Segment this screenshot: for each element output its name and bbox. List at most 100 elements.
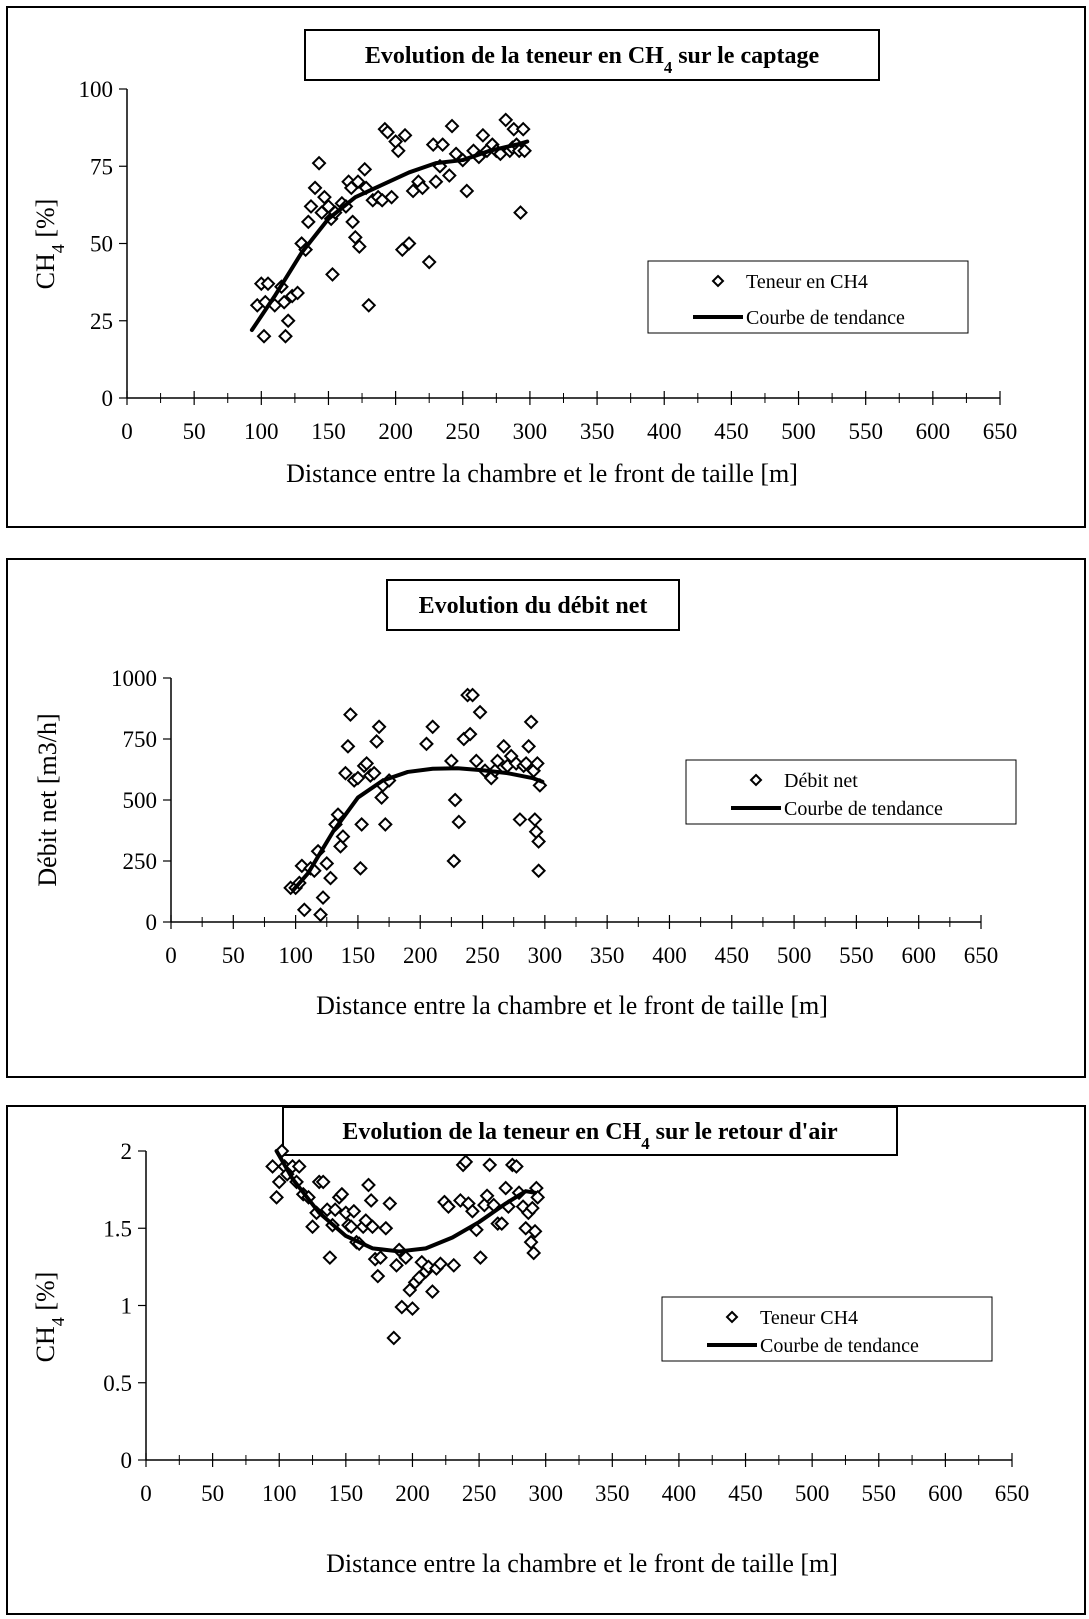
data-point [378,1220,394,1236]
chart-panel-ch4-captage: Evolution de la teneur en CH4 sur le cap… [6,6,1086,528]
data-point [327,1202,343,1218]
x-tick-label: 650 [983,419,1018,444]
data-point [359,755,375,771]
data-point [345,214,361,230]
x-tick-label: 0 [140,1481,152,1506]
chart-panel-debit-net: Evolution du débit net 0 50 100 150 200 250 300… [6,558,1086,1078]
data-point [398,1250,414,1266]
data-point [496,738,512,754]
data-point [335,829,351,845]
y-axis-title-subscript: 4 [48,1317,68,1326]
y-axis-title-main: CH [31,1326,60,1362]
legend-label: Courbe de tendance [784,798,943,820]
y-tick-label: 500 [123,788,158,813]
data-point [305,1219,320,1235]
data-point [526,1245,542,1261]
y-tick-label: 50 [90,232,113,257]
data-point [382,1196,398,1211]
series-points [249,112,532,344]
data-point [280,313,296,329]
chart-title-main: Evolution de la teneur en CH [342,1119,641,1145]
data-point [373,1250,388,1266]
data-point [512,812,528,827]
legend-label: Courbe de tendance [746,307,905,329]
data-point [384,189,400,205]
data-point [361,1177,376,1193]
data-point [334,1186,350,1202]
data-point [508,1159,524,1174]
x-axis-title: Distance entre la chambre et le front de… [316,991,828,1020]
x-tick-label: 0 [165,943,177,968]
data-point [338,765,353,781]
legend-label: Teneur CH4 [760,1307,858,1329]
data-point [531,863,547,879]
data-point [323,870,338,886]
x-tick-label: 550 [839,943,874,968]
data-point [319,856,335,871]
data-point [532,777,548,793]
x-tick-label: 550 [862,1481,897,1506]
chart-title: Evolution de la teneur en CH4 sur le ret… [342,1119,838,1153]
y-axis-title: CH4 [%] [31,199,68,290]
x-tick-label: 450 [728,1481,763,1506]
trend-line [291,766,545,893]
data-point [333,838,348,854]
data-point [291,1159,307,1174]
x-tick-label: 0 [121,419,133,444]
data-point [405,1301,420,1317]
data-point [447,792,463,808]
data-point [415,180,430,196]
legend-label: Courbe de tendance [760,1335,919,1357]
x-tick-label: 100 [244,419,279,444]
data-point [529,755,545,771]
data-point [374,790,390,805]
data-point [369,734,385,749]
y-tick-label: 0 [146,910,158,935]
x-tick-label: 150 [341,943,376,968]
data-point [425,719,441,735]
data-point [361,297,377,313]
x-tick-label: 50 [183,419,206,444]
data-point [397,127,413,143]
data-point [353,860,368,876]
legend-box [685,759,1017,825]
x-tick-label: 450 [714,419,749,444]
data-point [468,753,484,769]
data-point [311,155,327,171]
data-point [269,1189,284,1205]
data-point [482,1157,498,1173]
data-point [515,121,531,137]
x-tick-label: 100 [278,943,313,968]
chart-ch4-captage: Evolution de la teneur en CH4 sur le cap… [31,29,1018,488]
trend-line [249,139,530,333]
chart-title-suffix: sur le retour d'air [650,1119,838,1145]
data-point [322,1250,338,1266]
y-axis-title: Débit net [m3/h] [33,713,62,886]
x-tick-label: 450 [715,943,750,968]
data-point [354,816,370,832]
data-point [421,254,437,270]
data-point [465,687,480,703]
legend-label: Teneur en CH4 [746,271,868,293]
data-point [527,812,543,827]
data-point [343,1219,359,1235]
data-point [330,807,346,823]
y-tick-label: 75 [90,154,113,179]
data-point [325,266,340,282]
data-point [265,1159,280,1174]
x-tick-label: 300 [528,1481,563,1506]
y-tick-label: 250 [123,849,158,874]
data-point [377,816,393,832]
chart-title-subscript: 4 [641,1134,650,1153]
y-axis-title-main: CH [31,253,60,289]
x-tick-label: 600 [901,943,936,968]
data-point [490,753,505,769]
y-tick-label: 0 [121,1448,133,1473]
x-tick-label: 600 [916,419,951,444]
y-axis-title: CH4 [%] [31,1272,68,1363]
data-point [443,753,459,769]
data-point [428,174,444,190]
series-points [265,1143,546,1346]
x-tick-label: 500 [781,419,816,444]
x-tick-label: 400 [647,419,682,444]
